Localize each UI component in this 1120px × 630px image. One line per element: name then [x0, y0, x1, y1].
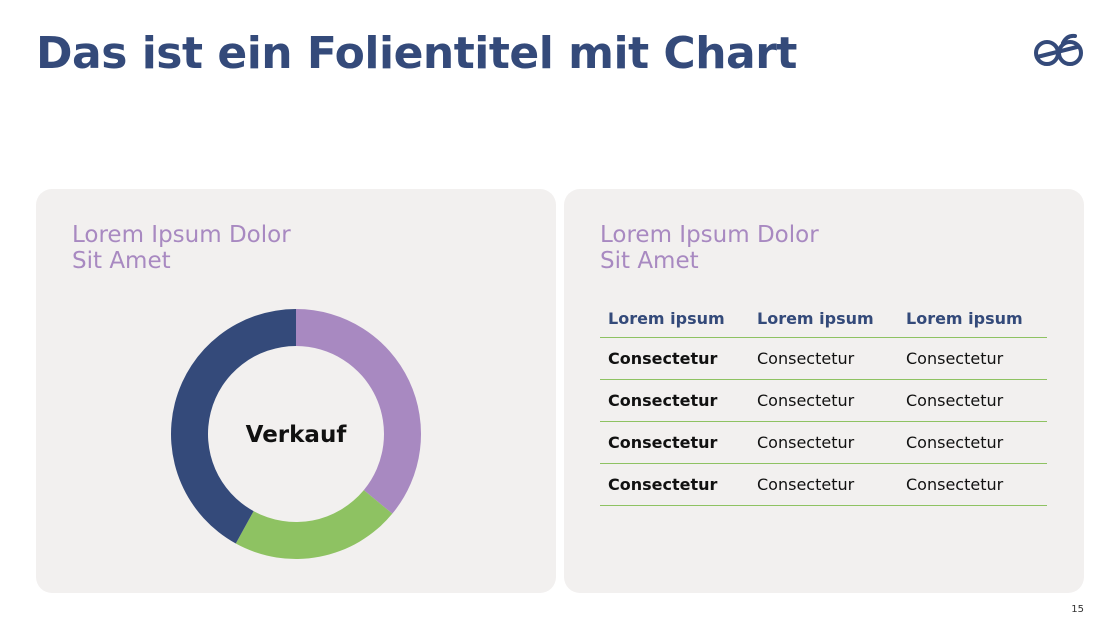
table-panel: Lorem Ipsum Dolor Sit Amet Lorem ipsum L…: [564, 189, 1084, 593]
donut-center-label: Verkauf: [246, 422, 348, 448]
slide-title: Das ist ein Folientitel mit Chart: [36, 28, 797, 79]
table-header-cell: Lorem ipsum: [600, 299, 749, 338]
donut-chart: Verkauf: [170, 309, 421, 559]
table-cell: Consectetur: [749, 337, 898, 380]
data-table: Lorem ipsum Lorem ipsum Lorem ipsum Cons…: [600, 299, 1047, 506]
brand-logo-icon: [1034, 33, 1083, 66]
table-cell: Consectetur: [898, 379, 1047, 422]
table-cell: Consectetur: [600, 379, 749, 422]
donut-slice-2: [170, 309, 296, 544]
table-header-cell: Lorem ipsum: [898, 299, 1047, 338]
table-cell: Consectetur: [898, 421, 1047, 464]
chart-panel: Lorem Ipsum Dolor Sit Amet Verkauf: [36, 189, 556, 593]
chart-panel-title-line2: Sit Amet: [72, 248, 171, 274]
table-row: Consectetur Consectetur Consectetur: [600, 463, 1047, 506]
donut-slice-1: [235, 490, 393, 559]
table-row: Consectetur Consectetur Consectetur: [600, 337, 1047, 380]
table-cell: Consectetur: [749, 379, 898, 422]
table-cell: Consectetur: [749, 421, 898, 464]
table-panel-title: Lorem Ipsum Dolor Sit Amet: [600, 222, 819, 274]
table-cell: Consectetur: [749, 463, 898, 506]
table-header-row: Lorem ipsum Lorem ipsum Lorem ipsum: [600, 299, 1047, 338]
table-cell: Consectetur: [898, 463, 1047, 506]
chart-panel-title-line1: Lorem Ipsum Dolor: [72, 222, 291, 248]
table-header-cell: Lorem ipsum: [749, 299, 898, 338]
page-number: 15: [1071, 604, 1084, 615]
table-cell: Consectetur: [898, 337, 1047, 380]
table-row: Consectetur Consectetur Consectetur: [600, 421, 1047, 464]
table-cell: Consectetur: [600, 337, 749, 380]
donut-slice-0: [296, 309, 421, 514]
table-row: Consectetur Consectetur Consectetur: [600, 379, 1047, 422]
table-panel-title-line1: Lorem Ipsum Dolor: [600, 222, 819, 248]
table-panel-title-line2: Sit Amet: [600, 248, 699, 274]
chart-panel-title: Lorem Ipsum Dolor Sit Amet: [72, 222, 291, 274]
table-cell: Consectetur: [600, 421, 749, 464]
table-cell: Consectetur: [600, 463, 749, 506]
